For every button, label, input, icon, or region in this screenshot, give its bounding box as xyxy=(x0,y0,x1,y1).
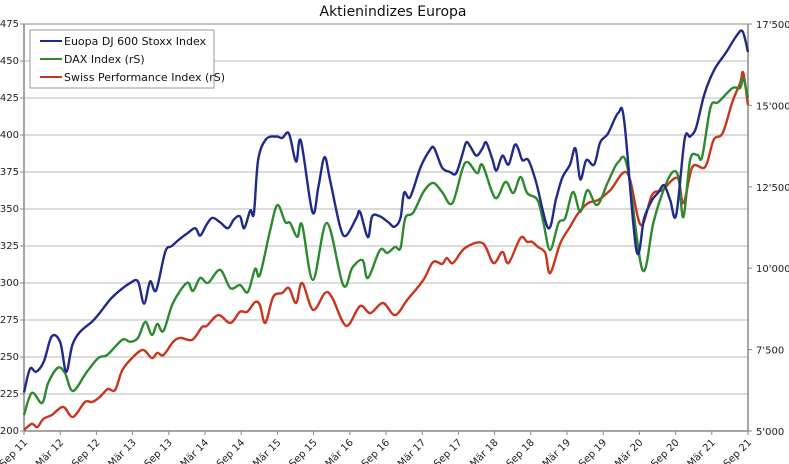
x-tick-label: Mär 12 xyxy=(34,437,66,464)
x-tick-label: Sep 19 xyxy=(577,437,609,464)
x-tick-label: Sep 11 xyxy=(0,437,30,464)
y-left-tick-label: 225 xyxy=(0,389,19,400)
x-tick-label: Mär 18 xyxy=(468,437,500,464)
legend-label: Swiss Performance Index (rS) xyxy=(64,71,225,84)
series-line-dax-index-rs xyxy=(22,76,750,416)
y-left-tick-label: 375 xyxy=(0,167,19,178)
y-left-tick-label: 400 xyxy=(0,130,19,141)
legend: Euopa DJ 600 Stoxx Index DAX Index (rS) Sw… xyxy=(29,29,225,89)
y-right-tick-label: 12'500 xyxy=(756,183,789,194)
legend-label: DAX Index (rS) xyxy=(64,53,145,66)
chart-title: Aktienindizes Europa xyxy=(320,4,467,20)
x-tick-label: Mär 13 xyxy=(106,437,138,464)
y-left-tick-label: 275 xyxy=(0,315,19,326)
y-left-tick-label: 425 xyxy=(0,93,19,104)
legend-label: Euopa DJ 600 Stoxx Index xyxy=(64,35,207,48)
y-left-tick-label: 350 xyxy=(0,204,19,215)
y-right-tick-label: 5'000 xyxy=(756,427,784,438)
x-tick-label: Sep 21 xyxy=(722,437,754,464)
x-tick-label: Mär 15 xyxy=(251,437,283,464)
x-tick-label: Mär 17 xyxy=(396,437,428,464)
y-right-tick-label: 17'500 xyxy=(756,20,789,31)
y-right-tick-label: 15'000 xyxy=(756,101,789,112)
x-tick-label: Sep 18 xyxy=(505,437,537,464)
x-tick-label: Mär 14 xyxy=(179,437,211,464)
x-tick-label: Mär 16 xyxy=(324,437,356,464)
series-lines xyxy=(22,29,750,431)
x-tick-label: Sep 17 xyxy=(432,437,464,464)
x-tick-label: Sep 20 xyxy=(649,437,681,464)
x-tick-label: Mär 19 xyxy=(541,437,573,464)
y-left-tick-label: 200 xyxy=(0,426,19,437)
y-right-tick-label: 7'500 xyxy=(756,346,784,357)
x-tick-label: Sep 12 xyxy=(70,437,102,464)
series-line-swiss-performance-index-rs xyxy=(23,70,750,431)
x-tick-label: Sep 15 xyxy=(287,437,319,464)
x-tick-label: Sep 16 xyxy=(360,437,392,464)
y-left-tick-label: 300 xyxy=(0,278,19,289)
y-left-tick-label: 475 xyxy=(0,19,19,30)
series-line-euopa-dj-600-stoxx-index xyxy=(22,29,750,393)
x-tick-label: Sep 13 xyxy=(143,437,175,464)
y-right-tick-label: 10'000 xyxy=(756,264,789,275)
x-tick-label: Mär 21 xyxy=(686,437,718,464)
y-left-tick-label: 325 xyxy=(0,241,19,252)
x-tick-label: Sep 14 xyxy=(215,437,247,464)
y-left-tick-label: 450 xyxy=(0,56,19,67)
y-left-tick-label: 250 xyxy=(0,352,19,363)
x-tick-label: Mär 20 xyxy=(613,437,645,464)
